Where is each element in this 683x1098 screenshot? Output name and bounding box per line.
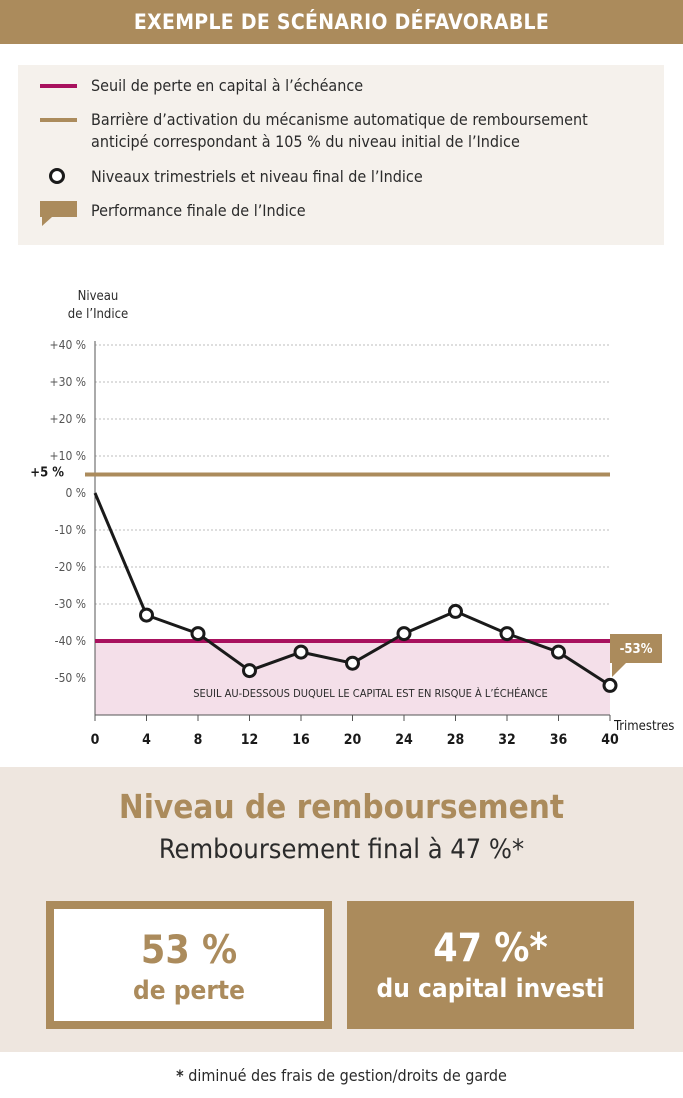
legend-item-levels: Niveaux trimestriels et niveau final de … [18,166,664,188]
x-tick-label: 36 [550,732,568,748]
x-tick-label: 16 [292,732,310,748]
result-subtitle: Remboursement final à 47 %* [158,834,525,865]
y-tick-label: -50 % [55,671,86,685]
x-tick-label: 12 [241,732,259,748]
legend-label-barrier-line1: Barrière d’activation du mécanisme autom… [91,110,588,129]
y-tick-label: -40 % [55,634,86,648]
y-tick-label: +40 % [50,338,86,352]
y-tick-label: 0 % [65,486,86,500]
x-tick-label: 0 [91,732,100,748]
y-tick-label: -30 % [55,597,86,611]
x-tick-label: 4 [142,732,151,748]
x-axis-ticks: 0 4 8 12 16 20 24 28 32 36 40 [91,715,619,748]
legend-item-threshold: Seuil de perte en capital à l’échéance [18,75,664,97]
x-axis-label: Trimestres [613,719,674,734]
y-tick-label: +10 % [50,449,86,463]
grid [95,344,610,679]
legend-item-barrier: Barrière d’activation du mécanisme autom… [18,109,664,153]
final-performance-flag [610,634,662,677]
capital-box: 47 %* du capital investi [347,901,634,1029]
legend-label-barrier: Barrière d’activation du mécanisme autom… [91,109,651,153]
index-point [190,626,206,642]
footnote-star: * [176,1066,184,1085]
x-tick-label: 32 [498,732,516,748]
y-tick-label: -20 % [55,560,86,574]
legend-label-threshold: Seuil de perte en capital à l’échéance [91,76,364,95]
final-performance-label: -53% [620,642,653,657]
barrier-label: +5 % [30,466,64,481]
y-tick-label: -10 % [55,523,86,537]
y-tick-label: +20 % [50,412,86,426]
x-tick-label: 20 [344,732,362,748]
index-point [448,603,463,619]
index-point [396,626,412,642]
legend-label-levels: Niveaux trimestriels et niveau final de … [91,167,423,186]
gold-line-icon [40,118,77,122]
legend-label-performance: Performance finale de l’Indice [91,201,306,220]
index-chart: Niveau de l’Indice +40 % +30 % +20 % +10 % 0… [30,289,674,748]
x-tick-label: 8 [194,732,203,748]
y-axis-label-line2: de l’Indice [68,307,128,322]
legend-item-performance: Performance finale de l’Indice [18,200,664,226]
circle-marker-icon [49,168,65,184]
y-tick-label: +30 % [50,375,86,389]
y-axis-label-line1: Niveau [78,289,119,304]
legend-label-barrier-line2: anticipé correspondant à 105 % du niveau… [91,132,520,151]
footnote-text: diminué des frais de gestion/droits de g… [183,1066,507,1085]
capital-value: 47 %* [433,926,548,971]
loss-value: 53 % [140,928,238,973]
x-tick-label: 40 [601,732,619,748]
index-point [139,607,154,623]
footnote: * diminué des frais de gestion/droits de… [0,1066,683,1085]
loss-label: de perte [133,976,245,1006]
performance-flag-icon [40,201,77,226]
legend-panel: Seuil de perte en capital à l’échéance B… [18,65,664,245]
magenta-line-icon [40,84,77,88]
index-point [602,677,618,693]
header-banner: EXEMPLE DE SCÉNARIO DÉFAVORABLE [0,0,683,44]
header-title: EXEMPLE DE SCÉNARIO DÉFAVORABLE [133,10,550,34]
loss-box: 53 % de perte [46,901,332,1029]
y-axis-ticks: +40 % +30 % +20 % +10 % 0 % -10 % -20 % -30 % -4… [50,338,86,685]
index-point [499,626,515,642]
index-point [242,663,257,679]
x-tick-label: 28 [447,732,465,748]
capital-label: du capital investi [376,974,605,1004]
index-point [345,655,360,671]
result-title: Niveau de remboursement [118,787,565,826]
risk-zone [95,641,610,715]
index-point [551,644,566,660]
index-points [139,603,618,693]
x-tick-label: 24 [395,732,413,748]
index-point [293,644,309,660]
risk-zone-label: SEUIL AU-DESSOUS DUQUEL LE CAPITAL EST E… [193,687,548,700]
